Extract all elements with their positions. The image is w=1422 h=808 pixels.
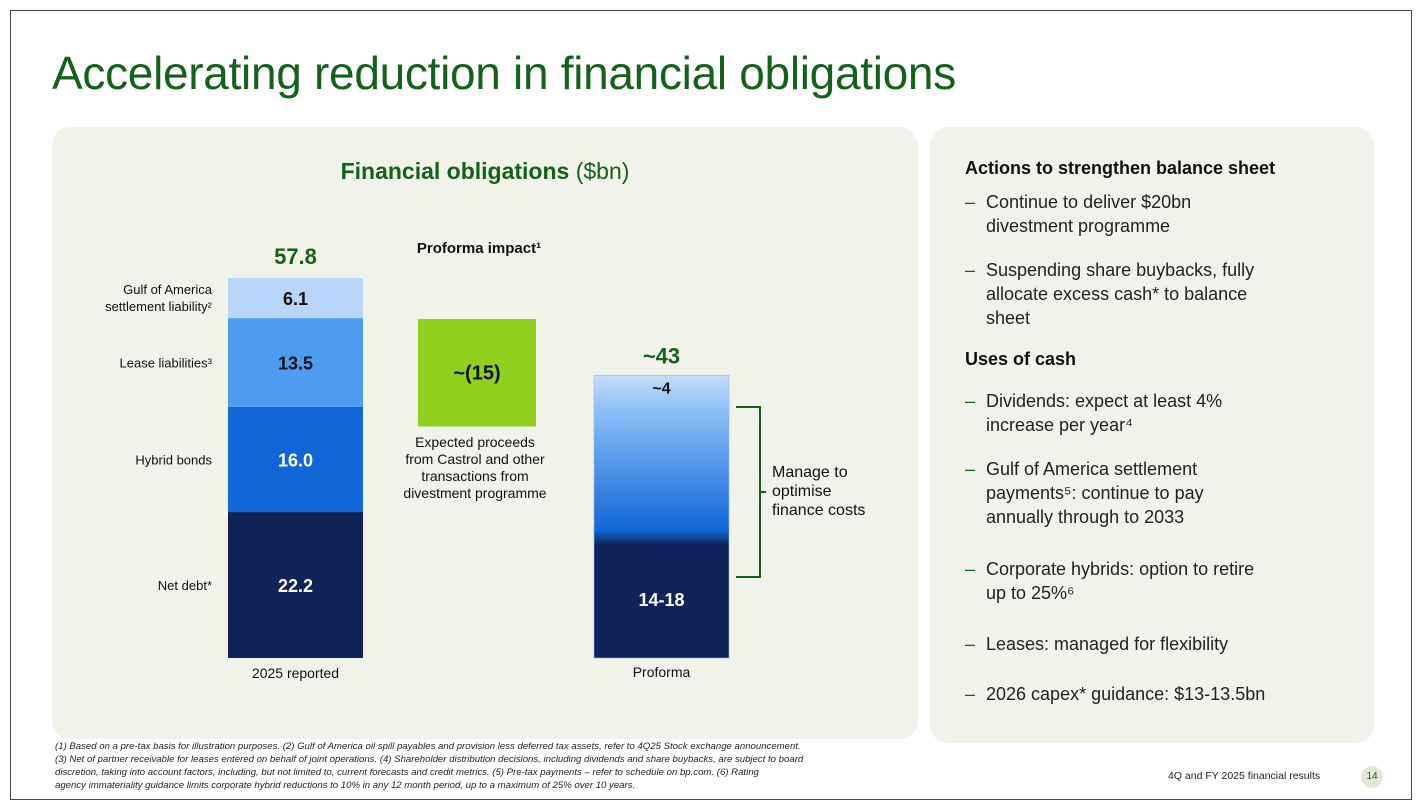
dash-marker: –: [965, 634, 976, 654]
dash-marker: –: [965, 459, 976, 479]
use-item: – Dividends: expect at least 4% increase…: [965, 389, 1360, 437]
dash-marker: –: [965, 684, 976, 704]
reported-total-label: 57.8: [274, 244, 317, 269]
dash-marker: –: [965, 391, 976, 411]
actions-panel: [930, 127, 1374, 743]
actions-heading: Actions to strengthen balance sheet: [965, 158, 1276, 178]
use-line: Gulf of America settlement: [986, 459, 1198, 479]
proforma-impact-label: Proforma impact¹: [417, 240, 541, 257]
dash-marker: –: [965, 260, 976, 280]
footnote-line: (3) Net of partner receivable for leases…: [55, 754, 804, 765]
action-item: – Continue to deliver $20bn divestment p…: [965, 190, 1360, 238]
manage-annotation: Manage to optimise finance costs: [772, 463, 902, 520]
slide-frame: [10, 10, 1412, 800]
lease-liabilities-value-label: 13.5: [278, 353, 313, 373]
use-item: – Leases: managed for flexibility: [965, 632, 1360, 656]
chart-title: Financial obligations ($bn): [0, 158, 970, 185]
proforma-bar: [593, 375, 730, 659]
footnote-line: agency immateriality guidance limits cor…: [55, 780, 636, 791]
net-debt-bar: [228, 512, 363, 658]
gulf-settlement-series-label: Gulf of America: [123, 282, 213, 297]
proceeds-annotation: Expected proceeds from Castrol and other…: [380, 434, 570, 502]
action-line: Continue to deliver $20bn: [986, 192, 1192, 212]
action-line: divestment programme: [986, 216, 1171, 236]
use-line: increase per year⁴: [986, 415, 1133, 435]
footnote-line: discretion, taking into account factors,…: [55, 767, 759, 778]
gulf-settlement-bar: [228, 278, 363, 319]
page-number: 14: [1361, 766, 1383, 788]
action-line: allocate excess cash* to balance: [986, 284, 1248, 304]
category-label-proforma: Proforma: [633, 664, 691, 680]
action-line: sheet: [986, 308, 1031, 328]
proforma-impact-value: ~(15): [453, 363, 500, 385]
manage-line-3: finance costs: [772, 502, 866, 519]
lease-liabilities-series-label: Lease liabilities³: [120, 355, 213, 370]
proforma-gulf-value: ~4: [652, 380, 670, 397]
proforma-total-label: ~43: [643, 343, 680, 368]
proceeds-line-3: transactions from: [421, 468, 529, 484]
use-item: – Corporate hybrids: option to retire up…: [965, 557, 1360, 605]
net-debt-value-label: 22.2: [278, 576, 313, 596]
proforma-base-value: 14-18: [638, 590, 684, 610]
financial-obligations-chart: 22.2 Net debt* 16.0 Hybrid bonds 13.5 Lease l…: [105, 240, 766, 681]
uses-heading: Uses of cash: [965, 349, 1077, 369]
use-line: 2026 capex* guidance: $13-13.5bn: [986, 684, 1266, 704]
hybrid-bonds-series-label: Hybrid bonds: [135, 452, 212, 467]
action-item: – Suspending share buybacks, fully alloc…: [965, 258, 1360, 330]
dash-marker: –: [965, 559, 976, 579]
use-item: – Gulf of America settlement payments⁵: …: [965, 457, 1360, 529]
chart-panel: [52, 127, 918, 739]
chart-title-unit: ($bn): [575, 158, 630, 184]
use-line: Dividends: expect at least 4%: [986, 391, 1223, 411]
slide-title: Accelerating reduction in financial obli…: [52, 47, 956, 99]
use-line: up to 25%⁶: [986, 583, 1075, 603]
footnotes: (1) Based on a pre-tax basis for illustr…: [55, 740, 1095, 792]
use-line: Corporate hybrids: option to retire: [986, 559, 1255, 579]
hybrid-bonds-value-label: 16.0: [278, 450, 313, 470]
action-line: Suspending share buybacks, fully: [986, 260, 1255, 280]
manage-line-2: optimise: [772, 483, 832, 500]
net-debt-series-label: Net debt*: [158, 578, 212, 593]
use-line: annually through to 2033: [986, 507, 1185, 527]
footnote-line: (1) Based on a pre-tax basis for illustr…: [55, 741, 801, 752]
category-label-reported: 2025 reported: [252, 665, 339, 681]
gulf-settlement-series-label: settlement liability²: [105, 299, 213, 314]
use-item: – 2026 capex* guidance: $13-13.5bn: [965, 682, 1360, 706]
proforma-impact-bar: [418, 319, 536, 427]
proceeds-line-2: from Castrol and other: [405, 451, 545, 467]
lease-liabilities-bar: [228, 318, 363, 407]
proceeds-line-1: Expected proceeds: [415, 434, 535, 450]
gulf-settlement-value-label: 6.1: [283, 289, 308, 309]
proceeds-line-4: divestment programme: [403, 485, 547, 501]
dash-marker: –: [965, 192, 976, 212]
chart-title-main: Financial obligations: [340, 158, 570, 184]
use-line: payments⁵: continue to pay: [986, 483, 1204, 503]
use-line: Leases: managed for flexibility: [986, 634, 1229, 654]
manage-line-1: Manage to: [772, 464, 848, 481]
footer-text: 4Q and FY 2025 financial results: [1168, 770, 1321, 782]
manage-bracket: [736, 406, 766, 578]
hybrid-bonds-bar: [228, 406, 363, 513]
